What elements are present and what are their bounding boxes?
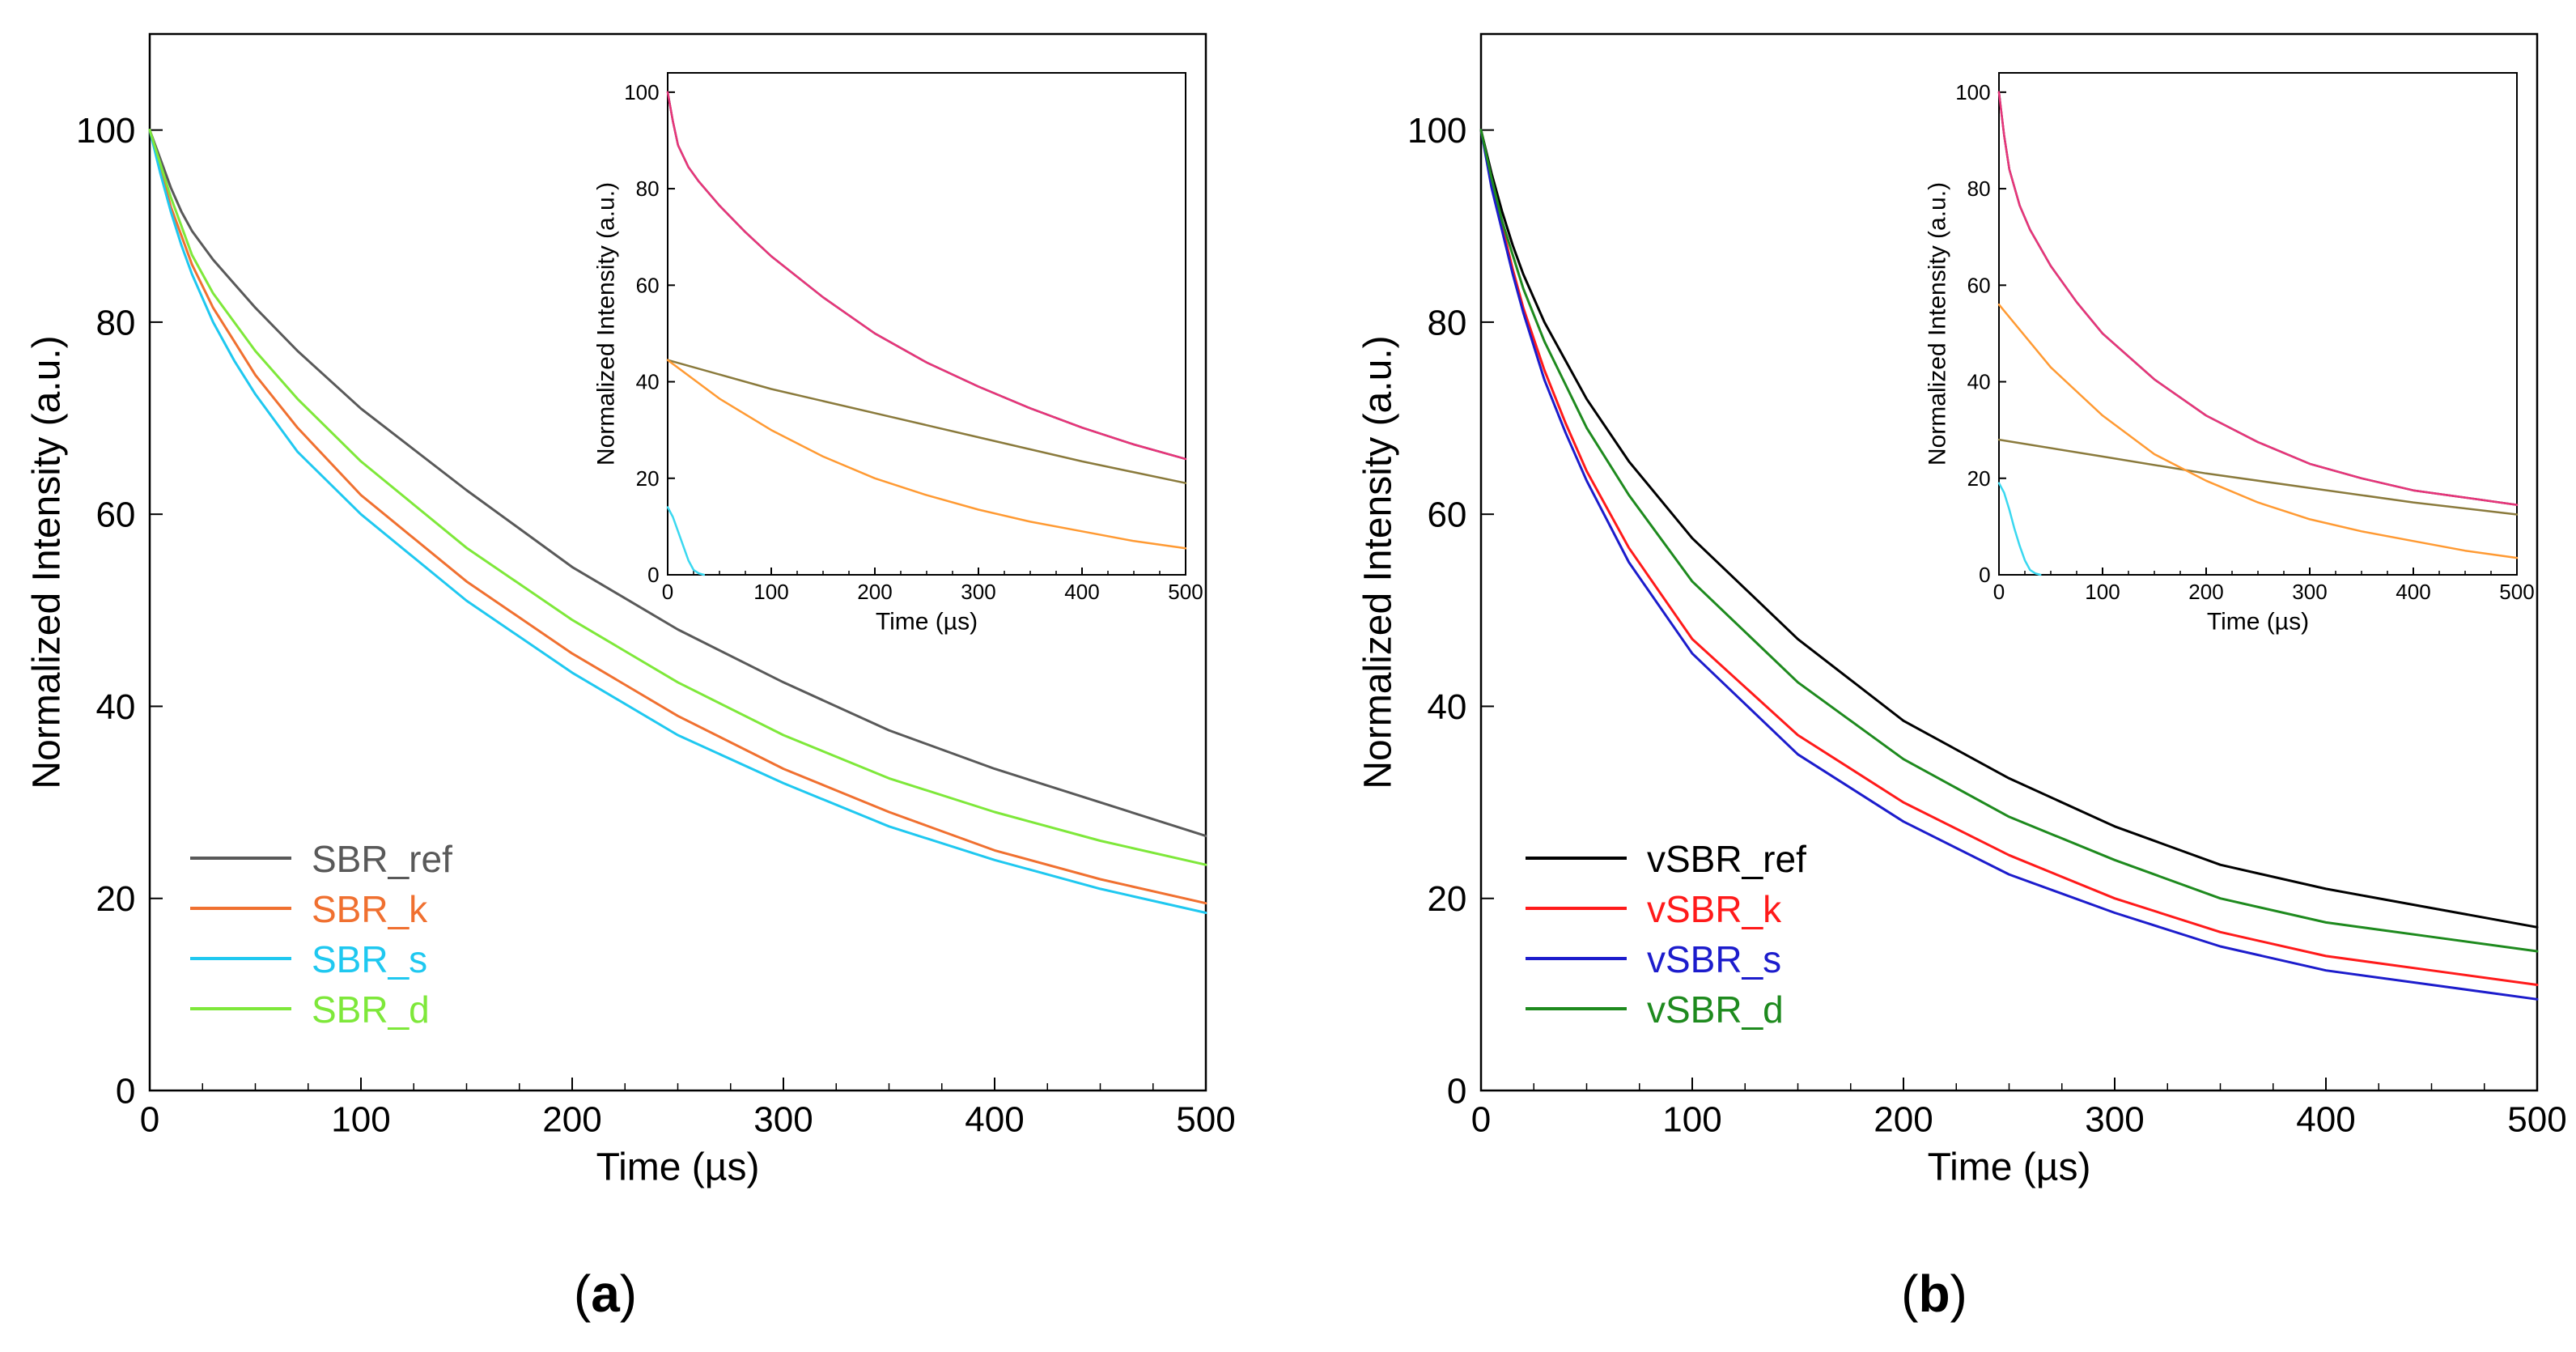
- main-x-tick-label: 100: [1662, 1100, 1721, 1140]
- main-y-tick-label: 100: [1407, 111, 1466, 151]
- main-y-tick-label: 0: [116, 1071, 135, 1111]
- main-series-line-sbr-k: [148, 129, 1207, 905]
- inset-x-tick-label: 200: [2188, 580, 2223, 604]
- inset-x-tick-label: 500: [1168, 580, 1203, 604]
- inset-x-tick-label: 500: [2499, 580, 2534, 604]
- panel-label-open-paren: (: [1901, 1265, 1918, 1323]
- main-y-tick-label: 40: [95, 687, 135, 727]
- main-y-axis-label: Normalized Intensity (a.u.): [25, 335, 68, 789]
- inset-y-tick-label: 60: [636, 273, 660, 297]
- panel-label-close-paren: ): [1950, 1265, 1967, 1323]
- main-y-tick-label: 60: [1427, 495, 1466, 535]
- inset-x-axis-label: Time (µs): [2207, 608, 2309, 635]
- inset-series-line-medium-component: [666, 359, 1187, 550]
- main-y-axis-label: Normalized Intensity (a.u.): [1356, 335, 1399, 789]
- legend: vSBR_ref vSBR_k vSBR_s vSBR_d: [1526, 838, 1806, 1031]
- inset-y-tick-label: 0: [1979, 563, 1990, 587]
- inset-x-tick-label: 200: [857, 580, 892, 604]
- main-series-line-vsbr-d: [1479, 129, 2539, 953]
- inset-y-tick-label: 20: [1967, 466, 1991, 491]
- inset-series-line-fast-component: [1997, 482, 2042, 576]
- inset-x-tick-label: 0: [662, 580, 673, 604]
- legend: SBR_ref SBR_k SBR_s SBR_d: [190, 838, 452, 1031]
- inset-x-tick-label: 300: [2292, 580, 2327, 604]
- inset-plot-frame: [667, 72, 1186, 576]
- inset-chart: 0 100 200 300 400 500 0 20 40 60 80 100 Time (µs) Nor…: [1924, 72, 2535, 635]
- inset-x-tick-label: 0: [1993, 580, 2005, 604]
- inset-y-tick-label: 40: [636, 370, 660, 394]
- panel-label-letter: b: [1918, 1265, 1950, 1323]
- inset-chart: 0 100 200 300 400 500 0 20 40 60 80 100 Time (µs) Nor…: [592, 72, 1203, 635]
- inset-x-tick-label: 400: [2396, 580, 2430, 604]
- legend-label: SBR_ref: [312, 838, 452, 880]
- main-x-tick-label: 0: [1471, 1100, 1491, 1140]
- main-y-tick-label: 20: [95, 879, 135, 919]
- inset-x-tick-label: 100: [753, 580, 788, 604]
- main-x-tick-label: 500: [2507, 1100, 2566, 1140]
- main-series-line-sbr-d: [148, 129, 1207, 866]
- legend-label: vSBR_s: [1647, 938, 1781, 980]
- main-x-axis-label: Time (µs): [596, 1146, 760, 1189]
- inset-series-line-fit: [666, 91, 1187, 461]
- inset-series-line-medium-component: [1997, 303, 2519, 559]
- inset-x-tick-label: 400: [1064, 580, 1099, 604]
- inset-y-tick-label: 80: [1967, 176, 1991, 201]
- main-y-tick-label: 60: [95, 495, 135, 535]
- main-x-tick-label: 100: [331, 1100, 390, 1140]
- main-series-line-sbr-s: [148, 129, 1207, 914]
- inset-series-line-slow-component: [1997, 438, 2519, 516]
- panel-label-open-paren: (: [574, 1265, 591, 1323]
- legend-label: vSBR_d: [1647, 988, 1784, 1031]
- main-x-tick-label: 400: [2296, 1100, 2355, 1140]
- inset-series-line-fast-component: [666, 506, 706, 576]
- inset-y-tick-label: 0: [647, 563, 659, 587]
- inset-x-tick-label: 300: [961, 580, 995, 604]
- main-y-tick-label: 80: [95, 303, 135, 342]
- panel-label: (b): [1901, 1265, 1967, 1323]
- legend-label: SBR_k: [312, 888, 428, 930]
- main-x-tick-label: 200: [1874, 1100, 1933, 1140]
- main-x-tick-label: 300: [2085, 1100, 2144, 1140]
- legend-label: SBR_s: [312, 938, 427, 980]
- inset-y-tick-label: 20: [636, 466, 660, 491]
- inset-y-axis-label: Normalized Intensity (a.u.): [1924, 182, 1950, 466]
- panel-label: (a): [574, 1265, 637, 1323]
- inset-series-line-slow-component: [666, 359, 1187, 484]
- inset-series-line-fit: [1997, 91, 2519, 506]
- inset-y-axis-label: Normalized Intensity (a.u.): [592, 182, 619, 466]
- panel-label-close-paren: ): [620, 1265, 637, 1323]
- inset-y-tick-label: 100: [1955, 80, 1990, 104]
- inset-y-tick-label: 40: [1967, 370, 1991, 394]
- inset-x-axis-label: Time (µs): [876, 608, 978, 635]
- inset-y-tick-label: 100: [624, 80, 659, 104]
- main-x-tick-label: 200: [542, 1100, 601, 1140]
- main-y-tick-label: 40: [1427, 687, 1466, 727]
- panel-label-letter: a: [591, 1265, 620, 1323]
- main-y-tick-label: 80: [1427, 303, 1466, 342]
- main-x-tick-label: 300: [753, 1100, 813, 1140]
- inset-y-tick-label: 60: [1967, 273, 1991, 297]
- main-x-tick-label: 500: [1176, 1100, 1235, 1140]
- legend-label: vSBR_k: [1647, 888, 1782, 930]
- main-x-tick-label: 0: [140, 1100, 159, 1140]
- inset-plot-frame: [1998, 72, 2518, 576]
- main-y-tick-label: 100: [76, 111, 135, 151]
- main-y-tick-label: 0: [1447, 1071, 1466, 1111]
- main-x-axis-label: Time (µs): [1928, 1146, 2091, 1189]
- main-x-tick-label: 400: [965, 1100, 1024, 1140]
- main-y-tick-label: 20: [1427, 879, 1466, 919]
- inset-y-tick-label: 80: [636, 176, 660, 201]
- main-series-line-vsbr-ref: [1479, 129, 2539, 929]
- main-series-line-sbr-ref: [148, 129, 1207, 838]
- legend-label: SBR_d: [312, 988, 430, 1031]
- main-series-line-vsbr-s: [1479, 129, 2539, 1001]
- legend-label: vSBR_ref: [1647, 838, 1806, 880]
- inset-x-tick-label: 100: [2085, 580, 2120, 604]
